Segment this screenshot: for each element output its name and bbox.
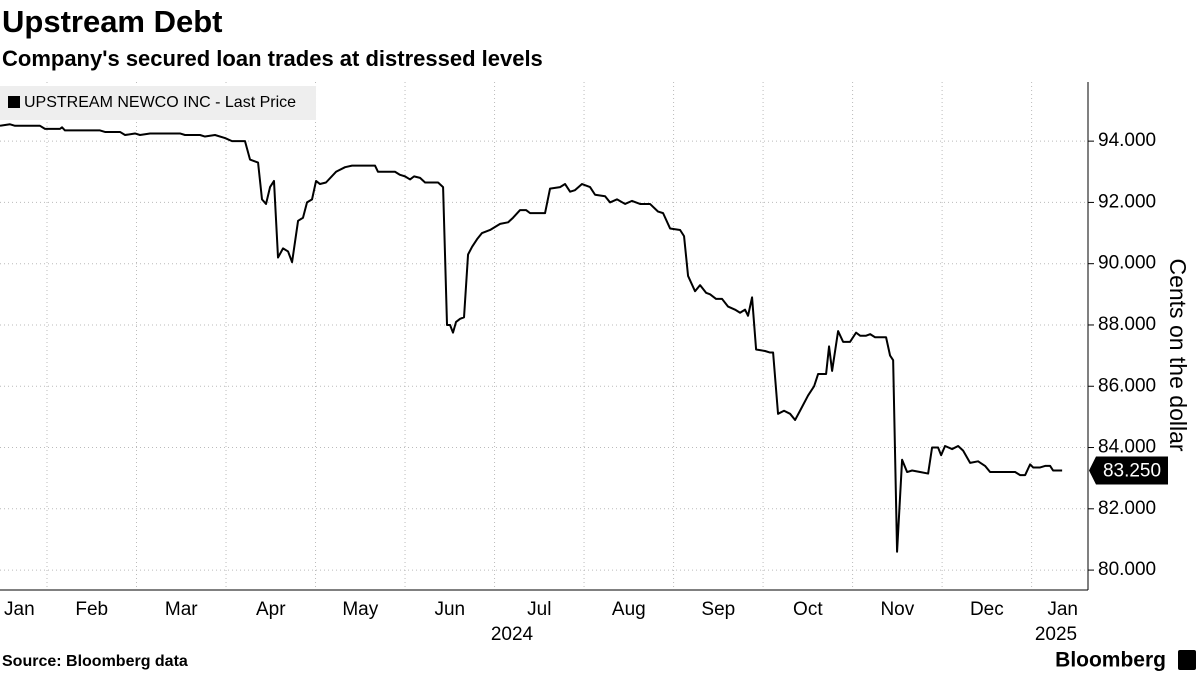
x-tick-label: Jan	[1047, 599, 1078, 620]
y-tick-label: 90.000	[1098, 253, 1156, 274]
y-tick-label: 88.000	[1098, 314, 1156, 335]
x-tick-label: Jan	[4, 599, 35, 620]
legend-box	[0, 86, 316, 120]
y-tick-label: 94.000	[1098, 130, 1156, 151]
x-tick-label: Jul	[527, 599, 551, 620]
x-tick-label: Feb	[75, 599, 108, 620]
last-price-box	[1089, 456, 1168, 485]
x-tick-label: Aug	[612, 599, 646, 620]
chart-title: Upstream Debt	[2, 4, 223, 39]
y-tick-label: 84.000	[1098, 437, 1156, 458]
chart-subtitle: Company's secured loan trades at distres…	[2, 46, 543, 71]
source: Source: Bloomberg data	[2, 653, 188, 670]
x-tick-label: Nov	[880, 599, 914, 620]
x-tick-label: Sep	[701, 599, 735, 620]
price-line	[0, 123, 1063, 553]
year-label: 2025	[1035, 624, 1077, 645]
year-label: 2024	[491, 624, 534, 645]
x-tick-label: Jun	[434, 599, 465, 620]
x-tick-label: May	[342, 599, 378, 620]
legend-swatch	[8, 96, 20, 108]
y-axis-label: Cents on the dollar	[1165, 258, 1191, 451]
y-tick-label: 86.000	[1098, 375, 1156, 396]
brand: Bloomberg	[1055, 649, 1166, 672]
y-tick-label: 82.000	[1098, 498, 1156, 519]
x-tick-label: Mar	[165, 599, 198, 620]
brand-icon	[1178, 650, 1196, 670]
x-tick-label: Dec	[970, 599, 1004, 620]
x-tick-label: Oct	[793, 599, 823, 620]
x-tick-label: Apr	[256, 599, 286, 620]
y-tick-label: 80.000	[1098, 559, 1156, 580]
last-price-label: 83.250	[1103, 461, 1161, 482]
y-tick-label: 92.000	[1098, 191, 1156, 212]
legend-label: UPSTREAM NEWCO INC - Last Price	[24, 94, 296, 111]
